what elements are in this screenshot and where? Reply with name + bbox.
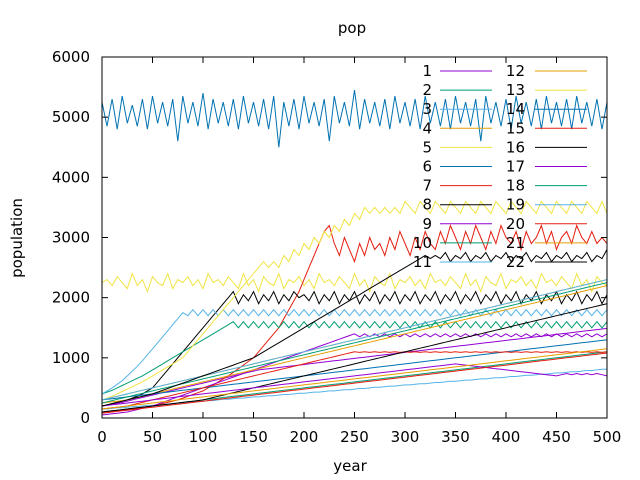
y-tick-label: 6000 [52,48,90,66]
legend-label-15: 15 [506,119,525,137]
series-line-18 [102,282,607,404]
y-tick-label: 0 [80,409,90,427]
series-line-10 [102,320,607,395]
x-tick-label: 300 [391,428,420,446]
legend-label-7: 7 [422,177,432,195]
x-tick-label: 0 [97,428,107,446]
y-axis-label: population [8,198,26,278]
series-line-11 [102,308,607,395]
legend-label-2: 2 [422,81,432,99]
legend-label-16: 16 [506,138,525,156]
series-line-16 [102,303,607,413]
legend-label-11: 11 [413,253,432,271]
series-line-9 [102,333,607,416]
legend-label-3: 3 [422,100,432,118]
series-line-22 [102,249,607,407]
y-tick-label: 1000 [52,349,90,367]
series-line-20 [102,352,607,414]
x-tick-label: 150 [239,428,268,446]
series-line-5 [102,272,607,294]
series-line-13 [102,200,607,401]
legend-label-22: 22 [506,253,525,271]
y-tick-label: 4000 [52,168,90,186]
legend-label-1: 1 [422,62,432,80]
series-line-3 [102,368,607,410]
x-tick-label: 250 [340,428,369,446]
series-line-14 [102,339,607,401]
legend-label-19: 19 [506,196,525,214]
y-tick-label: 2000 [52,289,90,307]
series-line-15 [102,351,607,410]
series-line-17 [102,363,607,407]
series-line-8 [102,290,607,407]
y-tick-label: 3000 [52,229,90,247]
legend-label-12: 12 [506,62,525,80]
series-line-6 [102,90,607,148]
series-line-1 [102,327,607,407]
x-tick-label: 50 [143,428,162,446]
legend-label-21: 21 [506,234,525,252]
series-line-12 [102,285,607,404]
legend-label-9: 9 [422,215,432,233]
chart-title: pop [338,19,366,37]
legend-label-18: 18 [506,177,525,195]
x-tick-label: 400 [492,428,521,446]
legend-label-20: 20 [506,215,525,233]
x-tick-label: 450 [542,428,571,446]
series-line-21 [102,348,607,410]
legend-label-4: 4 [422,119,432,137]
series-line-7 [102,223,607,413]
series-layer [102,90,607,416]
series-line-19 [102,279,607,401]
legend-label-13: 13 [506,81,525,99]
x-tick-label: 100 [189,428,218,446]
legend-label-17: 17 [506,158,525,176]
y-tick-label: 5000 [52,108,90,126]
x-axis-label: year [333,457,367,475]
legend-label-14: 14 [506,100,525,118]
x-tick-label: 350 [441,428,470,446]
legend-label-5: 5 [422,138,432,156]
legend-label-8: 8 [422,196,432,214]
legend-label-6: 6 [422,158,432,176]
axes: 0 50 100 150 200 250 300 350 400 450 5000100020003… [52,48,622,446]
x-tick-label: 500 [593,428,622,446]
legend-label-10: 10 [413,234,432,252]
x-tick-label: 200 [290,428,319,446]
